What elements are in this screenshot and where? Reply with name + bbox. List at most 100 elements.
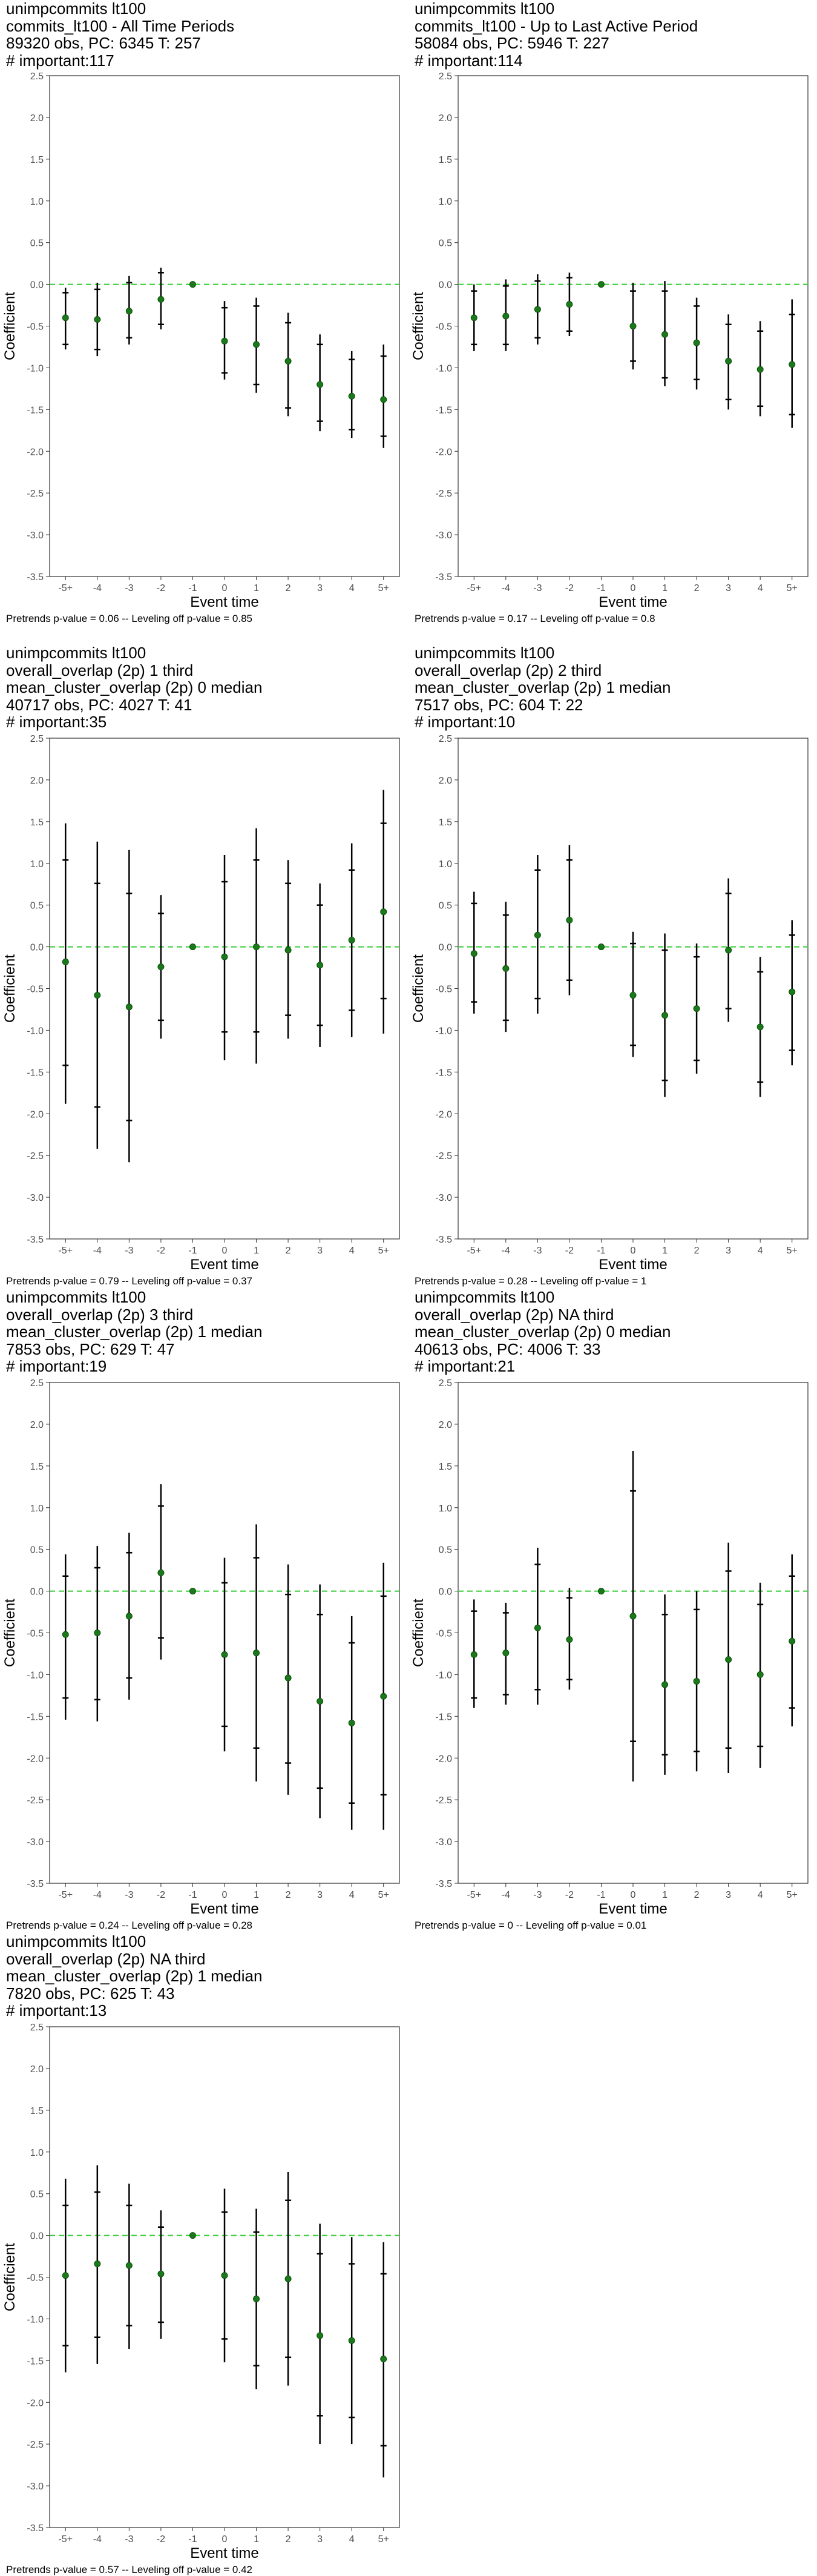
coefficient-point-group [94,841,101,1149]
coefficient-point [125,2262,133,2269]
coefficient-point [284,946,292,954]
coefficient-point [470,314,477,322]
coefficient-point [597,281,605,288]
y-tick-label: -1.5 [27,2356,44,2366]
coefficient-point-group [693,297,700,390]
y-tick-label: 0.5 [439,239,452,249]
coefficient-point [94,1630,101,1636]
coefficient-point-group [62,1554,69,1720]
event-study-panel-4: unimpcommits lt100 overall_overlap (2p) 2… [408,644,809,1287]
y-tick-label: -3.0 [435,1193,452,1203]
event-study-panel-1: unimpcommits lt100 commits_lt100 - All Ti… [0,0,400,630]
x-tick-label: 5+ [378,1890,389,1900]
x-tick-label: 1 [254,1890,259,1900]
y-tick-label: -3.0 [435,530,452,541]
panel-title: unimpcommits lt100 overall_overlap (2p) 1… [6,644,393,731]
y-tick-label: 0.0 [30,1587,44,1597]
coefficient-point [62,2272,69,2279]
y-tick-label: -1.5 [27,1712,44,1722]
y-tick-label: 2.0 [439,113,452,124]
coefficient-point-group [629,1451,637,1782]
x-axis-label: Event time [599,1901,667,1917]
coefficient-point-group [157,1484,165,1660]
coefficient-point-group [725,314,732,410]
y-tick-label: 2.0 [30,2064,44,2075]
event-study-panel-3: unimpcommits lt100 overall_overlap (2p) 1… [0,644,400,1287]
x-tick-label: 0 [222,583,228,593]
x-tick-label: 4 [758,1246,763,1256]
event-study-panel-7: unimpcommits lt100 overall_overlap (2p) N… [0,1933,400,2575]
coefficient-point-group [94,2165,101,2364]
x-tick-label: -1 [188,1890,197,1900]
event-study-plot: 2.5 2.0 1.5 1.0 0.5 0.0 -0.5 -1.0 -1.5 -2.0 -2.5 -3… [410,734,809,1273]
y-axis-label: Coefficient [2,2243,18,2311]
x-tick-label: 3 [726,1890,731,1900]
panel-title-line: commits_lt100 - All Time Periods [6,16,235,35]
coefficient-point-group [189,1588,196,1595]
y-tick-label: 2.5 [439,1378,452,1389]
panel-title-line: overall_overlap (2p) 2 third [415,661,602,679]
coefficient-point-group [157,2210,165,2339]
coefficient-point-group [661,933,669,1097]
coefficient-point [317,962,324,969]
x-tick-label: -5+ [58,2534,73,2545]
coefficient-point [221,337,228,345]
pvalue-footnote: Pretrends p-value = 0.24 -- Leveling off… [6,1920,252,1931]
x-tick-label: -4 [93,583,102,593]
pvalue-footnote: Pretrends p-value = 0.79 -- Leveling off… [6,1275,252,1287]
y-tick-label: -1.5 [27,405,44,415]
x-axis-label: Event time [190,594,258,610]
y-tick-label: -0.5 [435,322,452,332]
coefficient-point-group [317,334,324,432]
panel-title-line: unimpcommits lt100 [415,1288,555,1306]
coefficient-point-group [597,281,605,288]
y-tick-label: -3.5 [435,1235,452,1245]
coefficient-point [189,1588,196,1595]
x-tick-label: -1 [597,583,605,593]
pvalue-footnote: Pretrends p-value = 0.28 -- Leveling off… [415,1275,647,1287]
coefficient-point [756,366,764,373]
panel-title-line: overall_overlap (2p) NA third [415,1305,614,1324]
x-axis-label: Event time [190,2545,258,2561]
coefficient-point [317,381,324,388]
x-tick-label: 0 [631,1246,636,1256]
y-tick-label: 0.0 [30,280,44,291]
y-tick-label: 0.0 [30,2231,44,2242]
coefficient-point [661,1681,669,1688]
y-tick-label: -2.5 [27,2440,44,2450]
panel-title-line: overall_overlap (2p) 3 third [6,1305,194,1324]
coefficient-point-group [566,845,573,996]
coefficient-point [62,314,69,322]
x-tick-label: 3 [317,1890,323,1900]
x-tick-label: -3 [125,2534,133,2545]
panel-title-line: 7820 obs, PC: 625 T: 43 [6,1984,175,2003]
coefficient-point-group [94,1546,101,1722]
coefficient-point [125,1003,133,1011]
y-tick-label: -1.0 [27,1670,44,1680]
coefficient-point [629,992,637,999]
pvalue-footnote: Pretrends p-value = 0 -- Leveling off p-… [415,1920,647,1931]
x-tick-label: 3 [726,583,731,593]
coefficient-point-group [125,1533,133,1700]
y-tick-label: -2.0 [27,2398,44,2408]
y-tick-label: -3.5 [27,2523,44,2534]
y-tick-label: 1.5 [30,1462,44,1472]
coefficient-point-group [789,1554,796,1726]
x-tick-label: 2 [694,1246,700,1256]
x-tick-label: 3 [317,583,323,593]
coefficient-point [284,1674,292,1682]
coefficient-point-group [348,1616,355,1830]
panel-title-line: mean_cluster_overlap (2p) 1 median [415,678,671,696]
coefficient-point-group [221,301,228,380]
y-tick-label: 0.0 [439,1587,452,1597]
coefficient-point [317,2332,324,2339]
y-tick-label: 1.0 [30,197,44,207]
event-study-panel-2: unimpcommits lt100 commits_lt100 - Up to … [408,0,809,630]
coefficient-point-group [157,895,165,1039]
coefficient-point [380,908,387,916]
coefficient-point-group [253,1524,260,1782]
coefficient-point-group [317,1584,324,1818]
x-tick-label: -4 [93,1246,102,1256]
x-tick-label: 0 [631,1890,636,1900]
x-axis-label: Event time [599,1257,667,1273]
